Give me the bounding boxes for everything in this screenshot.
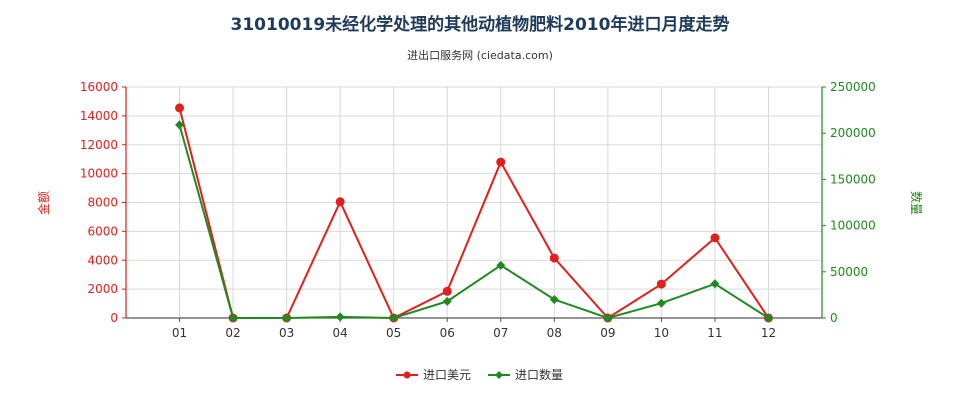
left-tick-label: 6000	[87, 224, 118, 238]
series-2-point	[710, 279, 720, 289]
series-2-point	[656, 298, 666, 308]
series-1-point	[442, 286, 452, 296]
series-2-point	[282, 313, 292, 323]
right-axis-ticks: 0 50000 100000 150000 200000 250000	[822, 80, 876, 325]
left-axis-ticks: 0 2000 4000 6000 8000 10000 12000 14000 16000	[80, 80, 126, 325]
right-tick-label: 150000	[830, 172, 876, 186]
grid	[125, 86, 823, 319]
x-axis-ticks: 01 02 03 04 05 06 07 08 09 10 11 12	[172, 318, 776, 340]
x-tick-label: 07	[493, 326, 508, 340]
chart-title: 31010019未经化学处理的其他动植物肥料2010年进口月度走势	[231, 14, 730, 35]
series-1-point	[656, 279, 666, 289]
x-tick-label: 05	[386, 326, 401, 340]
series-1-point	[549, 253, 559, 263]
right-tick-label: 100000	[830, 219, 876, 233]
left-tick-label: 12000	[80, 138, 118, 152]
x-tick-label: 08	[547, 326, 562, 340]
left-tick-label: 10000	[80, 167, 118, 181]
x-tick-label: 09	[600, 326, 615, 340]
series-2-point	[389, 313, 399, 323]
left-tick-label: 0	[110, 311, 118, 325]
series-1-point	[175, 103, 185, 113]
x-tick-label: 01	[172, 326, 187, 340]
left-tick-label: 2000	[87, 282, 118, 296]
legend-swatch-marker	[403, 371, 411, 379]
left-tick-label: 4000	[87, 253, 118, 267]
right-tick-label: 50000	[830, 265, 868, 279]
right-axis-title: 数量	[909, 191, 924, 215]
series-1-point	[496, 157, 506, 167]
series-2-point	[175, 120, 185, 130]
legend-swatch-marker	[495, 371, 503, 379]
series-2-point	[549, 295, 559, 305]
x-tick-label: 10	[654, 326, 669, 340]
right-tick-label: 0	[830, 311, 838, 325]
series-2-point	[763, 313, 773, 323]
series-2-point	[603, 313, 613, 323]
right-tick-label: 200000	[830, 126, 876, 140]
left-tick-label: 16000	[80, 80, 118, 94]
x-tick-label: 03	[279, 326, 294, 340]
chart-subtitle: 进出口服务网 (ciedata.com)	[407, 48, 553, 62]
x-tick-label: 06	[440, 326, 455, 340]
series-2-point	[335, 312, 345, 322]
series-line-2	[178, 124, 769, 320]
legend-label: 进口美元	[423, 368, 471, 382]
left-tick-label: 14000	[80, 109, 118, 123]
x-tick-label: 04	[333, 326, 348, 340]
x-tick-label: 11	[707, 326, 722, 340]
right-tick-label: 250000	[830, 80, 876, 94]
series-1-point	[335, 197, 345, 207]
left-axis-title: 金额	[36, 191, 51, 215]
series-1-point	[710, 233, 720, 243]
x-tick-label: 12	[761, 326, 776, 340]
series-2-point	[496, 260, 506, 270]
x-tick-label: 02	[225, 326, 240, 340]
left-tick-label: 8000	[87, 196, 118, 210]
series-layer	[175, 103, 773, 323]
series-2-point	[442, 296, 452, 306]
legend-label: 进口数量	[515, 367, 563, 382]
legend: 进口美元 进口数量	[396, 367, 563, 382]
series-2-point	[228, 313, 238, 323]
